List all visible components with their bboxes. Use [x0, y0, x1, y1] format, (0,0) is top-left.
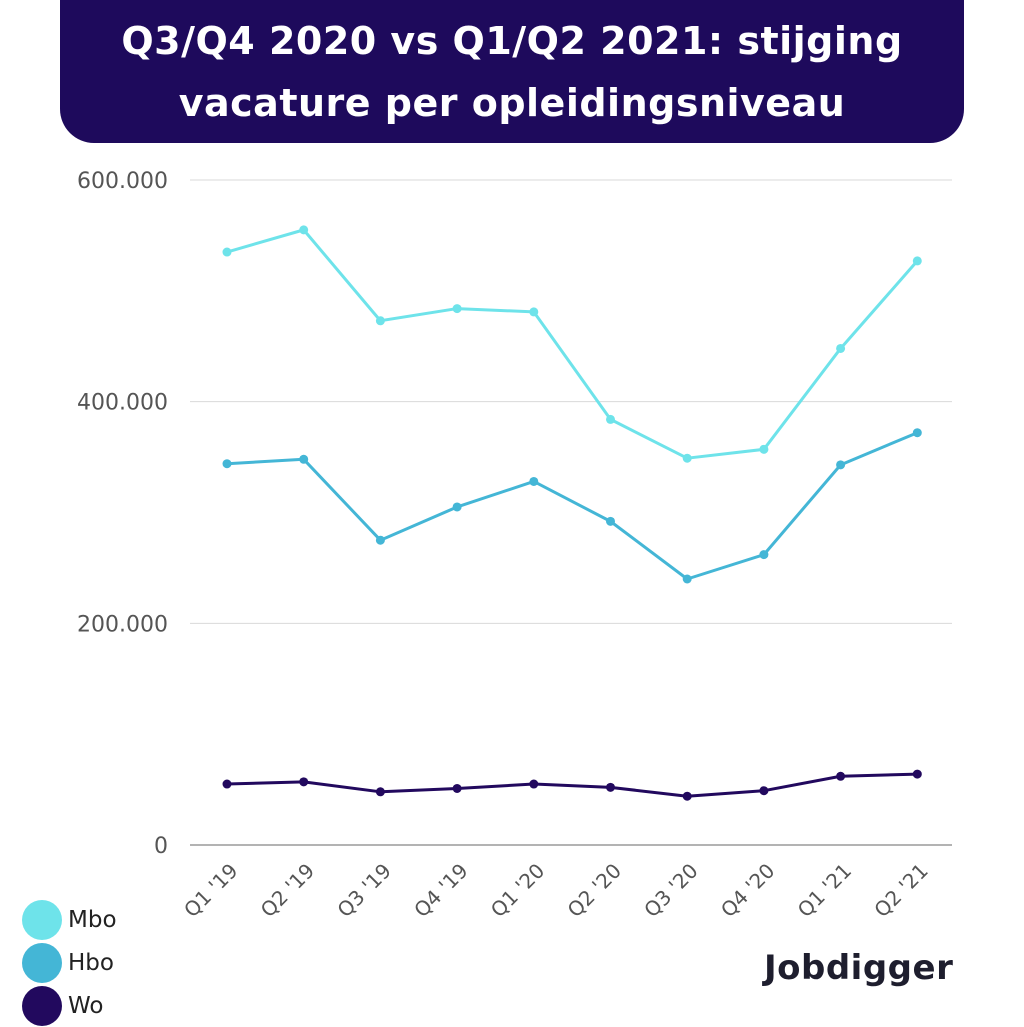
x-tick-label: Q4 '19 — [409, 859, 472, 922]
data-point-wo — [606, 782, 615, 792]
x-tick-label: Q3 '20 — [639, 859, 702, 922]
x-tick-label: Q1 '21 — [793, 859, 856, 922]
jobdigger-logo: Jobdigger — [764, 948, 954, 988]
y-tick-label: 0 — [154, 834, 168, 859]
data-point-mbo — [375, 316, 385, 326]
chart-title-line-2: vacature per opleidingsniveau — [178, 80, 846, 125]
x-tick-label: Q2 '21 — [869, 859, 932, 922]
data-point-hbo — [912, 428, 922, 438]
legend-swatch-hbo — [22, 942, 62, 983]
y-tick-label: 600.000 — [77, 169, 168, 194]
data-point-mbo — [759, 444, 769, 454]
data-point-hbo — [836, 460, 846, 470]
x-tick-label: Q1 '19 — [179, 859, 242, 922]
legend-item-hbo: Hbo — [22, 941, 117, 984]
legend-item-mbo: Mbo — [22, 898, 117, 941]
data-point-mbo — [529, 307, 539, 317]
data-point-wo — [299, 777, 309, 787]
data-point-mbo — [222, 247, 232, 257]
data-point-hbo — [222, 459, 232, 469]
legend-label-wo: Wo — [68, 992, 104, 1019]
data-point-wo — [682, 791, 692, 801]
data-point-hbo — [759, 550, 769, 560]
series-line-hbo — [226, 431, 918, 581]
x-tick-label: Q2 '19 — [256, 859, 319, 922]
data-point-wo — [836, 771, 846, 781]
data-point-hbo — [682, 574, 692, 584]
legend: Mbo Hbo Wo — [22, 898, 117, 1027]
legend-label-mbo: Mbo — [68, 906, 117, 933]
grid-lines — [190, 179, 952, 846]
data-point-hbo — [606, 516, 615, 526]
data-point-wo — [375, 787, 385, 797]
data-point-mbo — [682, 453, 692, 463]
chart-title-line-1: Q3/Q4 2020 vs Q1/Q2 2021: stijging — [121, 18, 903, 63]
data-point-hbo — [375, 535, 385, 545]
x-tick-label: Q1 '20 — [486, 859, 549, 922]
data-point-mbo — [452, 304, 462, 314]
series-line-mbo — [226, 228, 919, 460]
data-point-hbo — [452, 502, 462, 512]
data-point-hbo — [529, 476, 539, 486]
x-axis-tick-labels: Q1 '19 Q2 '19 Q3 '19 Q4 '19 Q1 '20 Q2 '20 Q3 '… — [179, 859, 933, 922]
data-point-mbo — [606, 414, 615, 424]
data-point-wo — [222, 779, 232, 789]
y-tick-label: 200.000 — [77, 612, 168, 637]
x-tick-label: Q3 '19 — [332, 859, 395, 922]
legend-label-hbo: Hbo — [68, 949, 114, 976]
y-axis-tick-labels: 0 200.000 400.000 600.000 — [77, 169, 168, 859]
series-lines — [222, 225, 922, 801]
data-point-mbo — [836, 343, 846, 353]
legend-swatch-wo — [22, 985, 62, 1026]
data-point-wo — [912, 769, 922, 779]
data-point-wo — [452, 783, 462, 793]
series-line-wo — [226, 772, 918, 798]
data-point-wo — [529, 779, 539, 789]
legend-swatch-mbo — [22, 899, 62, 940]
data-point-wo — [759, 786, 769, 796]
x-tick-label: Q4 '20 — [716, 859, 779, 922]
data-point-mbo — [912, 256, 922, 266]
data-point-mbo — [299, 225, 309, 235]
title-banner: Q3/Q4 2020 vs Q1/Q2 2021: stijging vacat… — [60, 0, 964, 143]
x-tick-label: Q2 '20 — [563, 859, 626, 922]
y-tick-label: 400.000 — [77, 391, 168, 416]
data-point-hbo — [299, 454, 309, 464]
legend-item-wo: Wo — [22, 984, 117, 1027]
